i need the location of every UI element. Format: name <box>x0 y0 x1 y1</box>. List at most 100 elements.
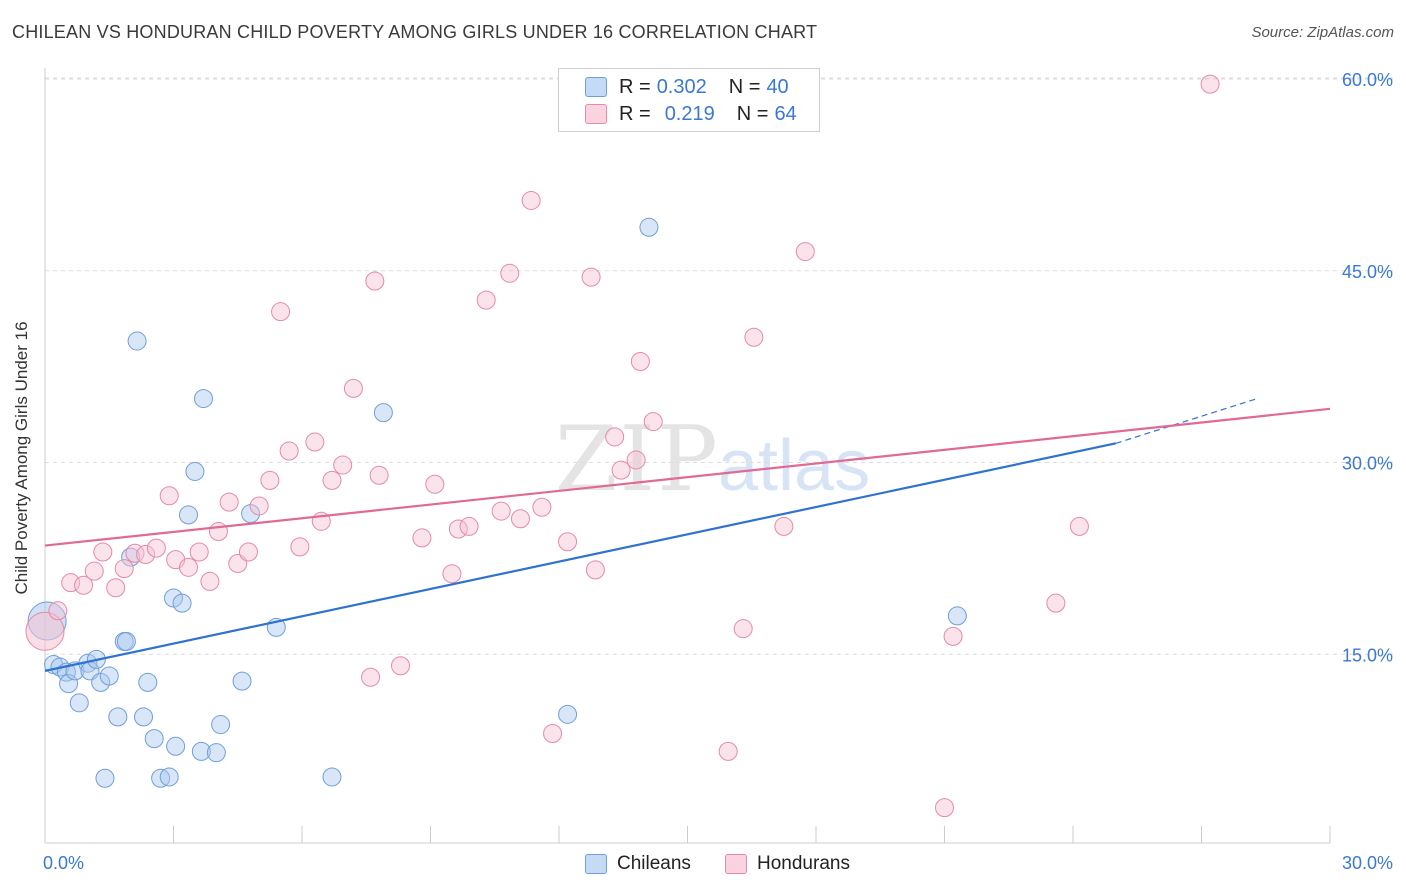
honduran-point <box>322 470 342 490</box>
source-credit: Source: ZipAtlas.com <box>1251 24 1394 41</box>
chilean-point <box>185 461 205 481</box>
honduran-point <box>558 532 578 552</box>
honduran-point <box>718 741 738 761</box>
honduran-point <box>543 724 563 744</box>
honduran-point <box>491 501 511 521</box>
honduran-point <box>238 542 258 562</box>
honduran-point <box>219 492 239 512</box>
honduran-point <box>935 798 954 818</box>
chilean-point <box>144 729 164 749</box>
honduran-point <box>48 601 68 621</box>
chilean-point <box>232 671 252 691</box>
honduran-point <box>125 543 145 563</box>
chileans-label: Chileans <box>617 853 691 874</box>
honduran-point <box>521 190 541 210</box>
chileans-trend-line <box>44 442 1117 672</box>
honduran-point <box>585 560 605 580</box>
honduran-point <box>305 432 325 452</box>
chilean-point <box>159 767 179 787</box>
r-label: R = <box>619 75 651 98</box>
chilean-point <box>172 593 192 613</box>
hondurans-swatch <box>725 854 747 874</box>
chilean-point <box>206 743 226 763</box>
honduran-point <box>290 537 310 557</box>
chilean-point <box>116 631 136 651</box>
honduran-point <box>459 516 479 536</box>
honduran-point <box>25 611 65 651</box>
n-value: 40 <box>766 75 789 98</box>
honduran-point <box>74 575 94 595</box>
y-tick-label: 30.0% <box>1342 454 1393 474</box>
honduran-point <box>146 538 166 558</box>
honduran-point <box>178 557 198 577</box>
x-tick-label: 30.0% <box>1342 853 1393 873</box>
honduran-point <box>532 497 552 517</box>
honduran-point <box>795 242 815 262</box>
honduran-point <box>84 561 104 581</box>
y-tick-label: 45.0% <box>1342 262 1393 282</box>
n-value: 64 <box>774 102 797 125</box>
honduran-point <box>412 528 432 548</box>
honduran-point <box>510 509 530 529</box>
chilean-point <box>134 707 154 727</box>
honduran-point <box>476 290 496 310</box>
honduran-point <box>260 470 280 490</box>
honduran-point <box>93 542 113 562</box>
chilean-point <box>322 767 342 787</box>
chart-title: CHILEAN VS HONDURAN CHILD POVERTY AMONG … <box>12 22 818 42</box>
x-tick-label: 0.0% <box>43 853 84 873</box>
chilean-point <box>99 666 119 686</box>
hondurans-trend-line <box>44 407 1331 547</box>
honduran-point <box>630 352 650 372</box>
honduran-point <box>271 302 291 322</box>
honduran-point <box>605 427 625 447</box>
correlation-legend: R = 0.302 N = 40 R = 0.219 N = 64 <box>558 68 820 132</box>
r-value: 0.302 <box>656 75 707 98</box>
chilean-point <box>558 704 578 724</box>
honduran-point <box>774 516 794 536</box>
chileans-swatch <box>585 854 607 874</box>
honduran-point <box>343 378 363 398</box>
y-tick-label: 15.0% <box>1342 645 1393 665</box>
chilean-point <box>639 217 659 237</box>
honduran-point <box>249 496 269 516</box>
honduran-point <box>391 656 411 676</box>
chileans-swatch <box>585 77 607 97</box>
honduran-point <box>733 619 753 639</box>
honduran-point <box>1046 593 1066 613</box>
honduran-point <box>114 559 134 579</box>
honduran-point <box>189 542 209 562</box>
watermark-zip: ZIP <box>555 407 720 512</box>
chilean-point <box>127 331 147 351</box>
n-label: N = <box>736 102 769 125</box>
honduran-point <box>744 327 764 347</box>
honduran-point <box>279 441 299 461</box>
chilean-point <box>166 736 186 756</box>
honduran-point <box>365 271 385 291</box>
honduran-point <box>136 545 156 565</box>
honduran-point <box>159 486 179 506</box>
honduran-point <box>1200 74 1220 94</box>
honduran-point <box>611 460 631 480</box>
legend-row-chileans: R = 0.302 N = 40 <box>585 74 789 100</box>
honduran-point <box>208 522 228 542</box>
legend-item-chileans: Chileans <box>585 851 691 877</box>
chilean-point <box>178 505 198 525</box>
chilean-point <box>193 389 213 409</box>
honduran-point <box>943 626 963 646</box>
honduran-point <box>106 578 126 598</box>
chilean-point <box>108 707 128 727</box>
chilean-point <box>947 606 967 626</box>
y-axis-label: Child Poverty Among Girls Under 16 <box>12 321 31 595</box>
honduran-point <box>643 412 663 432</box>
chilean-point <box>69 693 89 713</box>
r-label: R = <box>619 102 651 125</box>
honduran-point <box>626 450 646 470</box>
chilean-point <box>59 674 79 694</box>
legend-item-hondurans: Hondurans <box>725 851 850 877</box>
r-value: 0.219 <box>664 102 715 125</box>
honduran-point <box>369 465 389 485</box>
legend-row-hondurans: R = 0.219 N = 64 <box>585 101 797 127</box>
honduran-point <box>581 267 601 287</box>
honduran-point <box>333 455 353 475</box>
